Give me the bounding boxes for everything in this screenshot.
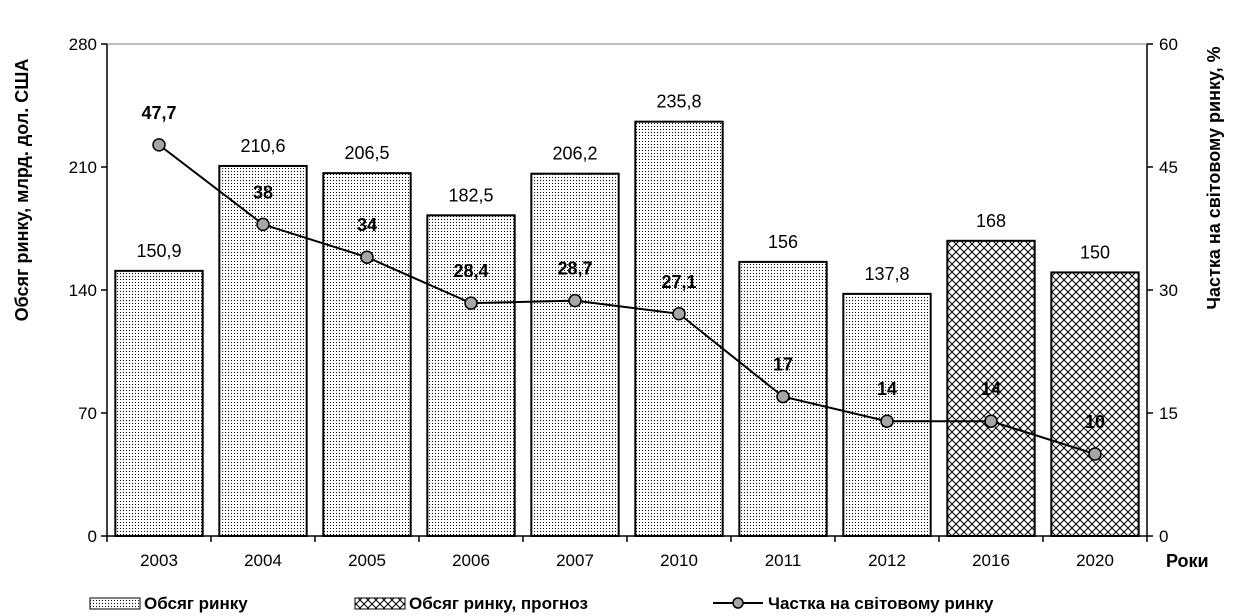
legend-item-share: Частка на світовому ринку [713,594,994,613]
x-tick-label-2011: 2011 [765,551,802,570]
y-tick-label: 210 [69,158,97,177]
y-tick-label: 140 [69,281,97,300]
share-line-layer: 47,7 38 34 28,4 28,7 27,1 17 14 14 10 [141,103,1105,461]
x-tick-label-2005: 2005 [348,551,386,570]
legend-swatch-volume [89,597,141,610]
bar-value-label-2006: 182,5 [448,185,493,205]
legend-item-volume: Обсяг ринку [89,594,248,613]
bar-value-label-2003: 150,9 [136,241,181,261]
bar-value-label-2012: 137,8 [864,264,909,284]
y2-tick-label: 0 [1159,527,1168,546]
legend-label-forecast: Обсяг ринку, прогноз [409,594,588,613]
share-value-label-2010: 27,1 [661,272,696,292]
share-point-2007 [568,293,582,308]
x-tick-label-2012: 2012 [868,551,906,570]
share-point-2012 [880,414,894,428]
share-point-2011 [776,389,790,404]
legend-item-forecast: Обсяг ринку, прогноз [354,594,588,613]
x-tick-label-2007: 2007 [556,551,594,570]
bar-value-label-2020: 150 [1080,242,1110,262]
bar-value-label-2004: 210,6 [240,136,285,156]
legend: Обсяг ринку Обсяг ринку, прогноз Частка … [89,594,994,613]
bar-forecast-2016 [946,239,1036,538]
bar-value-label-2011: 156 [768,232,798,252]
share-point-2016 [984,414,998,428]
bar-volume-2003 [114,269,204,537]
y2-tick-label: 15 [1159,404,1178,423]
x-tick-label-2010: 2010 [660,551,698,570]
y2-tick-label: 60 [1159,35,1178,54]
share-value-label-2003: 47,7 [141,103,176,123]
share-point-2020 [1088,447,1102,461]
bar-volume-2007 [530,172,620,537]
share-point-2010 [672,307,686,321]
share-value-label-2004: 38 [253,182,273,202]
y2-tick-label: 45 [1159,158,1178,177]
y-tick-label: 0 [88,527,97,546]
y-axis-title: Обсяг ринку, млрд. дол. США [12,59,32,322]
x-axis-title: Роки [1166,551,1209,571]
bar-forecast-2020 [1050,271,1140,537]
share-value-label-2006: 28,4 [453,261,488,281]
share-value-label-2005: 34 [357,215,377,235]
x-tick-label-2020: 2020 [1076,551,1114,570]
share-value-label-2012: 14 [877,379,897,399]
axes: 0 70 140 210 280 0 15 30 45 60 2003 2004 2005 2006 200… [69,35,1178,570]
bar-value-label-2016: 168 [976,211,1006,231]
y-tick-label: 280 [69,35,97,54]
share-value-label-2016: 14 [981,379,1001,399]
share-line [158,144,1096,455]
y-tick-label: 70 [78,404,97,423]
bars: 150,9 210,6 206,5 182,5 206,2 235,8 156 137,8 16… [114,92,1140,538]
share-value-label-2007: 28,7 [557,259,592,279]
legend-marker-share [732,597,744,609]
share-value-label-2011: 17 [773,355,793,375]
legend-swatch-forecast [354,597,406,610]
share-point-2006 [464,296,478,310]
x-tick-label-2004: 2004 [244,551,282,570]
legend-label-volume: Обсяг ринку [144,594,248,613]
bar-volume-2005 [322,172,412,537]
y2-tick-label: 30 [1159,281,1178,300]
x-tick-label-2016: 2016 [972,551,1010,570]
bar-value-label-2007: 206,2 [552,144,597,164]
bar-value-label-2010: 235,8 [656,92,701,112]
legend-label-share: Частка на світовому ринку [768,594,994,613]
share-point-2005 [360,250,374,264]
x-tick-label-2003: 2003 [140,551,178,570]
share-value-label-2020: 10 [1085,412,1105,432]
x-tick-label-2006: 2006 [452,551,490,570]
bar-volume-2010 [634,120,724,537]
y2-axis-title: Частка на світовому ринку, % [1204,46,1224,309]
share-point-2004 [256,217,270,232]
share-point-2003 [152,138,166,152]
bar-value-label-2005: 206,5 [344,143,389,163]
